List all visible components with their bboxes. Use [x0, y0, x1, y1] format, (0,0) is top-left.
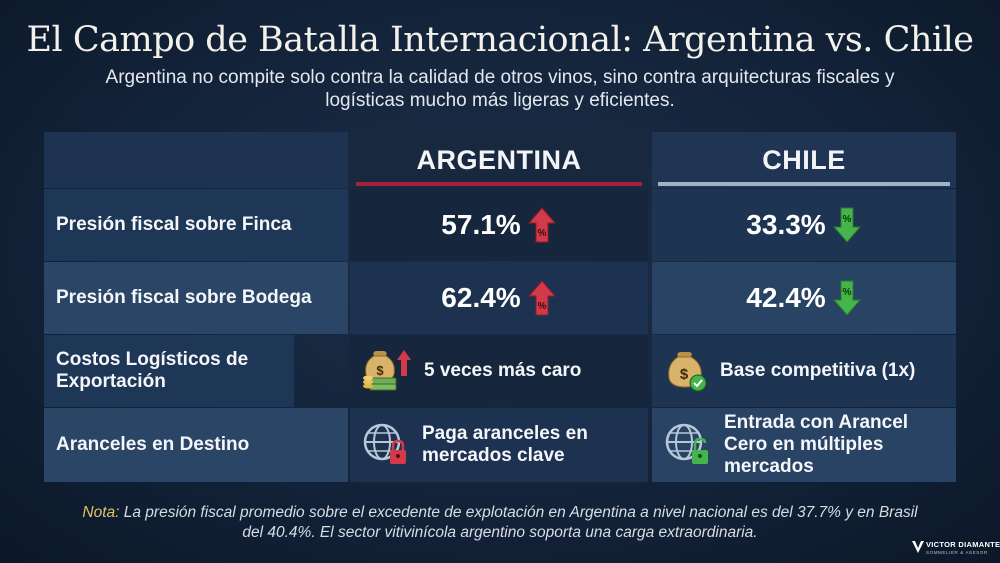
- logo-tagline: SOMMELIER & ASESOR: [926, 550, 988, 555]
- money-bag-check-icon: $: [668, 352, 707, 392]
- argentina-aranceles-cell: Paga aranceles en mercados clave: [350, 408, 648, 482]
- header-argentina: ARGENTINA: [350, 132, 648, 188]
- chile-logistica-cell: $ Base competitiva (1x): [652, 335, 956, 407]
- footnote-prefix: Nota:: [82, 504, 120, 521]
- page-subtitle: Argentina no compite solo contra la cali…: [105, 67, 895, 111]
- globe-unlocked-icon: [665, 423, 708, 464]
- svg-text:$: $: [376, 363, 384, 378]
- chile-finca-cell: 33.3% %: [652, 189, 956, 261]
- green-down-arrow-percent-icon: %: [832, 207, 861, 243]
- argentina-aranceles-value: Paga aranceles en mercados clave: [422, 423, 588, 466]
- chile-underline: [658, 182, 950, 186]
- brand-logo: VICTOR DIAMANTE SOMMELIER & ASESOR: [912, 538, 1000, 560]
- argentina-logistica-value: 5 veces más caro: [424, 360, 582, 381]
- header-chile-label: CHILE: [762, 144, 846, 175]
- argentina-logistica-cell: $ 5 veces más caro: [350, 335, 648, 407]
- chile-aranceles-value: Entrada con Arancel Cero en múltiples me…: [724, 412, 909, 477]
- red-up-arrow-percent-icon: %: [527, 280, 556, 316]
- comparison-table: ARGENTINA CHILE Presión fiscal sobre Fin…: [44, 132, 956, 482]
- chile-aranceles-cell: Entrada con Arancel Cero en múltiples me…: [652, 408, 956, 482]
- chile-bodega-cell: 42.4% %: [652, 262, 956, 334]
- chile-bodega-value: 42.4%: [746, 282, 826, 313]
- row-label-finca: Presión fiscal sobre Finca: [44, 189, 348, 261]
- money-stack-up-arrow-icon: $: [363, 350, 411, 391]
- header-chile: CHILE: [652, 132, 956, 188]
- header-argentina-label: ARGENTINA: [416, 144, 582, 175]
- argentina-bodega-cell: 62.4% %: [350, 262, 648, 334]
- argentina-finca-cell: 57.1% %: [350, 189, 648, 261]
- logo-mark-icon: [912, 541, 924, 553]
- footnote-text: La presión fiscal promedio sobre el exce…: [119, 504, 918, 541]
- red-up-arrow-percent-icon: %: [527, 207, 556, 243]
- logo-name: VICTOR DIAMANTE: [926, 540, 1000, 549]
- page-title: El Campo de Batalla Internacional: Argen…: [26, 20, 974, 60]
- svg-text:%: %: [537, 228, 546, 239]
- chile-finca-value: 33.3%: [746, 209, 826, 240]
- argentina-finca-value: 57.1%: [441, 209, 521, 240]
- chile-logistica-value: Base competitiva (1x): [720, 360, 916, 381]
- row-label-logistica: Costos Logísticos de Exportación: [44, 335, 294, 407]
- green-down-arrow-percent-icon: %: [832, 280, 861, 316]
- svg-text:%: %: [842, 214, 851, 225]
- svg-text:$: $: [680, 366, 689, 383]
- header-blank-cell: [44, 132, 348, 188]
- globe-locked-icon: [363, 423, 406, 464]
- svg-text:%: %: [842, 287, 851, 298]
- argentina-bodega-value: 62.4%: [441, 282, 521, 313]
- row-label-aranceles: Aranceles en Destino: [44, 408, 348, 482]
- row-label-bodega: Presión fiscal sobre Bodega: [44, 262, 348, 334]
- argentina-underline: [356, 182, 642, 186]
- footnote: Nota: La presión fiscal promedio sobre e…: [70, 503, 930, 543]
- svg-text:%: %: [537, 301, 546, 312]
